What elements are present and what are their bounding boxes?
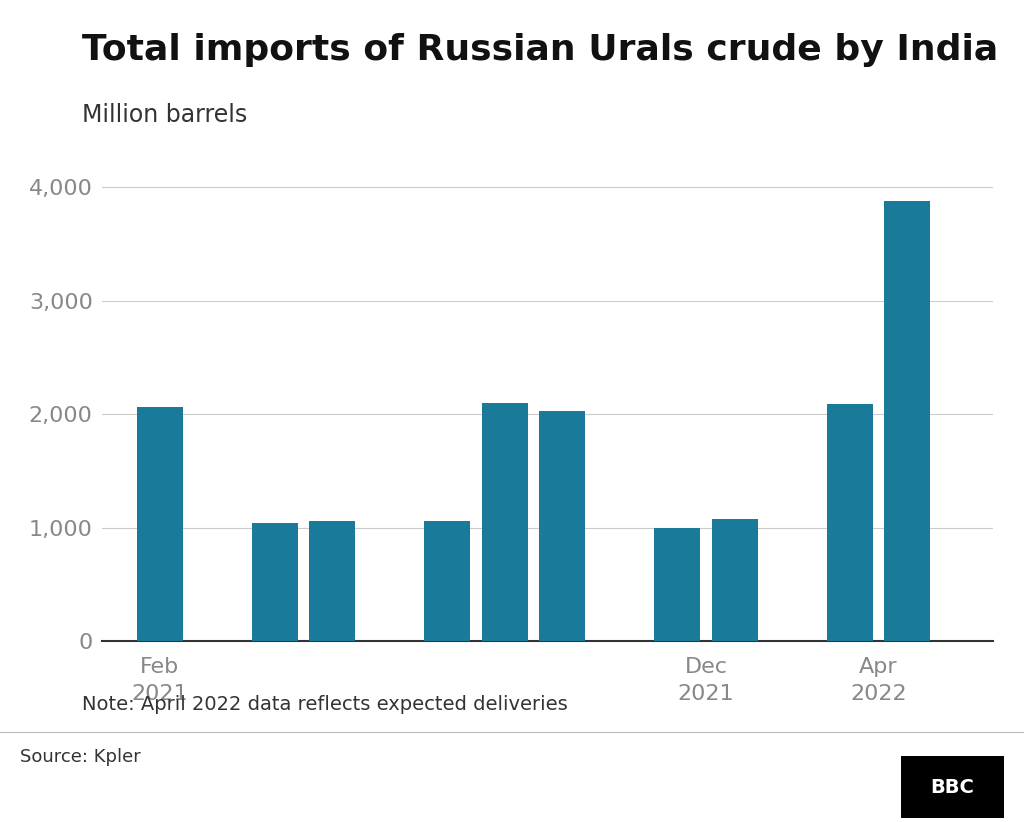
Bar: [424, 521, 470, 641]
Bar: [884, 201, 930, 641]
Bar: [540, 411, 585, 641]
Text: Note: April 2022 data reflects expected deliveries: Note: April 2022 data reflects expected …: [82, 695, 567, 713]
Bar: [654, 528, 700, 641]
Bar: [712, 519, 758, 641]
Bar: [137, 408, 183, 641]
Text: BBC: BBC: [931, 778, 974, 797]
Bar: [826, 404, 872, 641]
Text: Source: Kpler: Source: Kpler: [20, 748, 141, 766]
Bar: [252, 523, 298, 641]
Bar: [481, 403, 527, 641]
Bar: [309, 521, 355, 641]
Text: Total imports of Russian Urals crude by India: Total imports of Russian Urals crude by …: [82, 33, 998, 67]
Text: Million barrels: Million barrels: [82, 103, 247, 127]
